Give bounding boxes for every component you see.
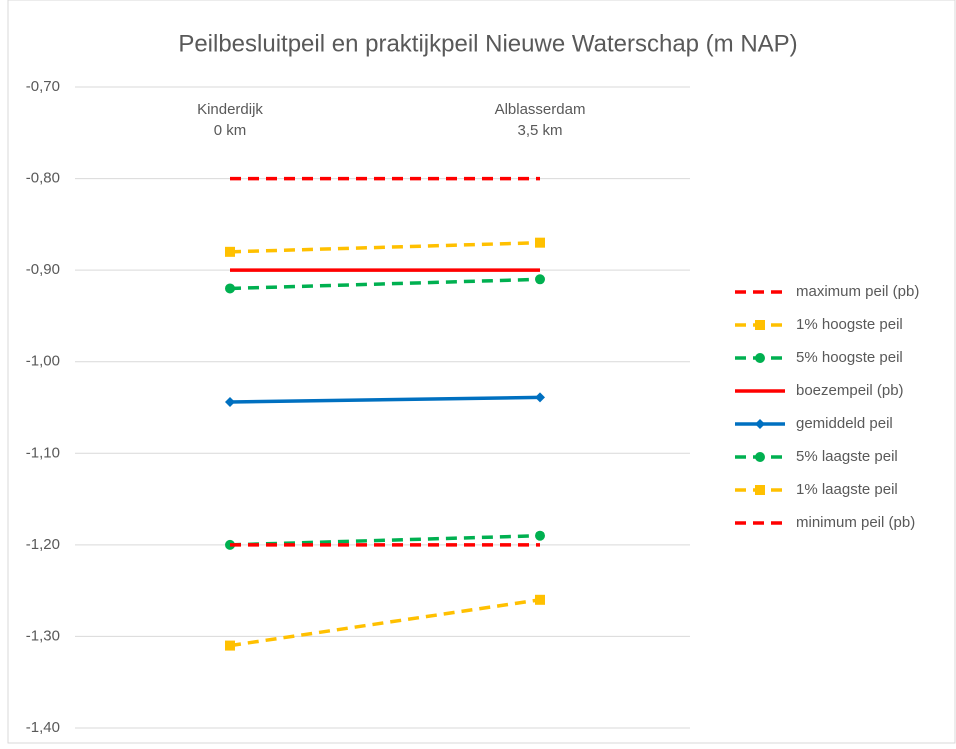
data-point: [535, 594, 545, 605]
category-label: Kinderdijk: [197, 101, 263, 118]
series-line: [229, 533, 541, 547]
y-tick-label: -0,90: [26, 261, 60, 278]
data-point: [225, 246, 235, 257]
y-tick-label: -1,00: [26, 353, 60, 370]
series-line: [229, 395, 541, 404]
legend-marker: [755, 320, 765, 330]
legend-label: boezempeil (pb): [796, 382, 904, 399]
category-label: Alblasserdam: [495, 101, 586, 118]
series-line: [229, 277, 541, 291]
data-point: [535, 274, 545, 285]
chart-frame: [7, 0, 956, 744]
legend-label: 1% laagste peil: [796, 481, 898, 498]
legend-marker: [755, 419, 765, 429]
legend-marker: [755, 452, 765, 462]
data-point: [535, 237, 545, 248]
data-point: [225, 640, 235, 651]
chart-title: Peilbesluitpeil en praktijkpeil Nieuwe W…: [178, 30, 797, 57]
y-tick-label: -0,80: [26, 170, 60, 187]
legend-marker: [755, 485, 765, 495]
data-point: [225, 397, 235, 408]
y-tick-label: -1,10: [26, 444, 60, 461]
legend-label: 5% hoogste peil: [796, 349, 903, 366]
legend-label: minimum peil (pb): [796, 514, 915, 531]
legend-marker: [755, 353, 765, 363]
data-point: [535, 530, 545, 541]
data-point: [535, 392, 545, 403]
category-sublabel: 3,5 km: [517, 122, 562, 139]
category-sublabel: 0 km: [214, 122, 247, 139]
legend-label: 5% laagste peil: [796, 448, 898, 465]
y-tick-label: -0,70: [26, 78, 60, 95]
series-line: [229, 598, 541, 648]
y-tick-label: -1,30: [26, 627, 60, 644]
series-line: [229, 240, 541, 254]
y-tick-label: -1,40: [26, 719, 60, 736]
y-tick-label: -1,20: [26, 536, 60, 553]
data-point: [225, 283, 235, 294]
legend-label: gemiddeld peil: [796, 415, 893, 432]
legend-label: maximum peil (pb): [796, 283, 919, 300]
legend-label: 1% hoogste peil: [796, 316, 903, 333]
